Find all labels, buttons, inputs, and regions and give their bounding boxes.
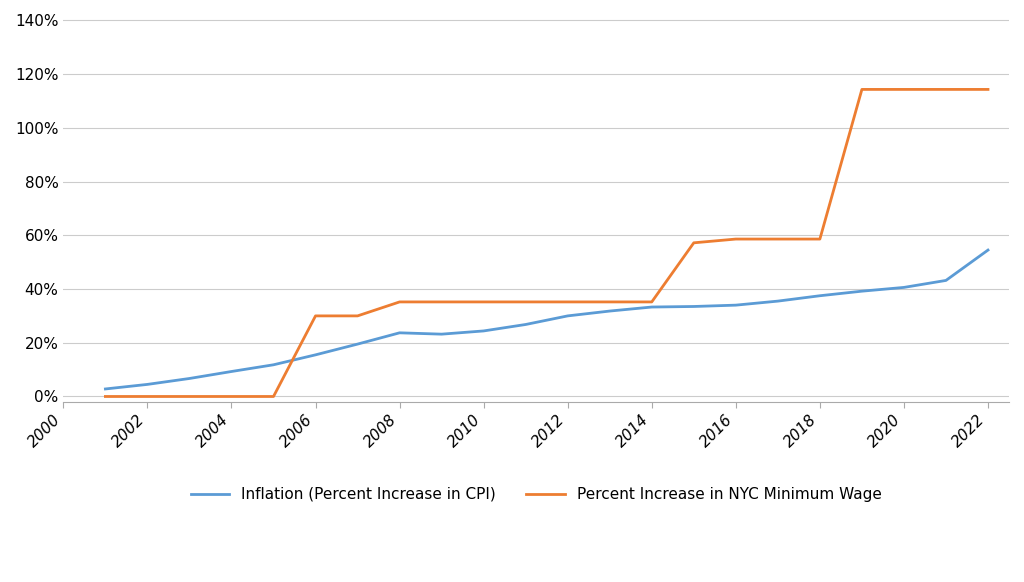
Percent Increase in NYC Minimum Wage	[183, 393, 196, 400]
Inflation (Percent Increase in CPI)	[519, 321, 531, 328]
Percent Increase in NYC Minimum Wage	[814, 236, 826, 243]
Percent Increase in NYC Minimum Wage	[225, 393, 238, 400]
Inflation (Percent Increase in CPI)	[814, 292, 826, 299]
Line: Inflation (Percent Increase in CPI): Inflation (Percent Increase in CPI)	[105, 250, 988, 389]
Inflation (Percent Increase in CPI)	[183, 375, 196, 382]
Inflation (Percent Increase in CPI)	[898, 284, 910, 291]
Percent Increase in NYC Minimum Wage	[141, 393, 154, 400]
Percent Increase in NYC Minimum Wage	[940, 86, 952, 93]
Percent Increase in NYC Minimum Wage	[267, 393, 280, 400]
Inflation (Percent Increase in CPI)	[393, 329, 406, 336]
Inflation (Percent Increase in CPI)	[141, 381, 154, 388]
Inflation (Percent Increase in CPI)	[688, 303, 700, 310]
Inflation (Percent Increase in CPI)	[730, 301, 742, 308]
Inflation (Percent Increase in CPI)	[477, 328, 489, 335]
Line: Percent Increase in NYC Minimum Wage: Percent Increase in NYC Minimum Wage	[105, 90, 988, 396]
Inflation (Percent Increase in CPI)	[645, 304, 657, 311]
Inflation (Percent Increase in CPI)	[99, 385, 112, 392]
Percent Increase in NYC Minimum Wage	[435, 299, 447, 306]
Inflation (Percent Increase in CPI)	[435, 331, 447, 338]
Inflation (Percent Increase in CPI)	[772, 297, 784, 304]
Percent Increase in NYC Minimum Wage	[856, 86, 868, 93]
Percent Increase in NYC Minimum Wage	[898, 86, 910, 93]
Percent Increase in NYC Minimum Wage	[688, 239, 700, 246]
Inflation (Percent Increase in CPI)	[225, 368, 238, 375]
Percent Increase in NYC Minimum Wage	[351, 313, 364, 320]
Inflation (Percent Increase in CPI)	[309, 352, 322, 359]
Percent Increase in NYC Minimum Wage	[477, 299, 489, 306]
Percent Increase in NYC Minimum Wage	[730, 236, 742, 243]
Inflation (Percent Increase in CPI)	[856, 288, 868, 294]
Percent Increase in NYC Minimum Wage	[603, 299, 615, 306]
Inflation (Percent Increase in CPI)	[267, 361, 280, 368]
Percent Increase in NYC Minimum Wage	[561, 299, 573, 306]
Inflation (Percent Increase in CPI)	[561, 313, 573, 320]
Percent Increase in NYC Minimum Wage	[645, 299, 657, 306]
Inflation (Percent Increase in CPI)	[603, 307, 615, 314]
Percent Increase in NYC Minimum Wage	[519, 299, 531, 306]
Percent Increase in NYC Minimum Wage	[772, 236, 784, 243]
Inflation (Percent Increase in CPI)	[940, 277, 952, 284]
Percent Increase in NYC Minimum Wage	[393, 299, 406, 306]
Inflation (Percent Increase in CPI)	[351, 340, 364, 347]
Percent Increase in NYC Minimum Wage	[99, 393, 112, 400]
Legend: Inflation (Percent Increase in CPI), Percent Increase in NYC Minimum Wage: Inflation (Percent Increase in CPI), Per…	[183, 479, 889, 509]
Percent Increase in NYC Minimum Wage	[982, 86, 994, 93]
Inflation (Percent Increase in CPI)	[982, 247, 994, 254]
Percent Increase in NYC Minimum Wage	[309, 313, 322, 320]
